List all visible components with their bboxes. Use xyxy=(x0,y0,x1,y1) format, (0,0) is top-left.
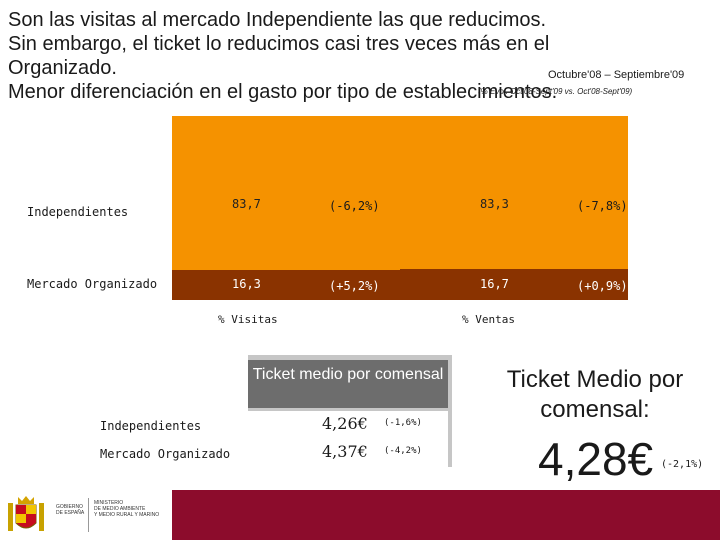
evolution-note: (% Evol. Oct'08-Sept'09 vs. Oct'08-Sept'… xyxy=(478,87,633,96)
period-label: Octubre'08 – Septiembre'09 xyxy=(548,69,685,81)
category-label-visitas: % Visitas xyxy=(218,313,278,326)
bar-ventas-independientes xyxy=(400,116,628,269)
data-label-ventas-independientes: 83,3 xyxy=(480,196,509,211)
summary-title: Ticket Medio por comensal: xyxy=(506,366,684,423)
summary-variation: (-2,1%) xyxy=(661,459,704,470)
variation-label-ventas-organizado: (+0,9%) xyxy=(577,278,628,293)
variation-label-visitas-organizado: (+5,2%) xyxy=(329,279,380,293)
variation-label-visitas-independientes: (-6,2%) xyxy=(329,199,380,213)
gobierno-text: GOBIERNO DE ESPAÑA xyxy=(56,504,85,516)
bar-visitas-independientes xyxy=(172,116,400,270)
ticket-cell-organizado xyxy=(248,439,448,467)
variation-label-ventas-independientes: (-7,8%) xyxy=(577,198,628,213)
bar-ventas-organizado xyxy=(400,269,628,300)
ticket-value-independientes: 4,26€ xyxy=(322,414,368,433)
row-label-organizado: Mercado Organizado xyxy=(27,277,158,291)
data-label-visitas-organizado: 16,3 xyxy=(232,277,261,291)
ticket-variation-independientes: (-1,6%) xyxy=(384,418,422,428)
summary-value: 4,28€ xyxy=(538,433,654,485)
ticket-label-independientes: Independientes xyxy=(100,419,202,433)
data-label-visitas-independientes: 83,7 xyxy=(232,197,261,211)
footer-logo-area: GOBIERNO DE ESPAÑA MINISTERIO DE MEDIO A… xyxy=(0,490,172,540)
category-label-ventas: % Ventas xyxy=(462,313,515,326)
coat-of-arms-icon xyxy=(8,496,44,531)
ticket-header: Ticket medio por comensal xyxy=(248,360,448,408)
headline-line-1: Son las visitas al mercado Independiente… xyxy=(8,9,547,31)
ticket-label-organizado: Mercado Organizado xyxy=(100,447,231,461)
headline-line-2: Sin embargo, el ticket lo reducimos casi… xyxy=(8,33,550,55)
data-label-ventas-organizado: 16,7 xyxy=(480,276,509,291)
ticket-variation-organizado: (-4,2%) xyxy=(384,446,422,456)
headline-line-3: Organizado. xyxy=(8,57,117,79)
headline: Son las visitas al mercado Independiente… xyxy=(8,8,708,104)
row-label-independientes: Independientes xyxy=(27,205,129,219)
headline-line-4: Menor diferenciación en el gasto por tip… xyxy=(8,81,558,103)
footer-divider xyxy=(88,498,89,532)
ticket-cell-independientes xyxy=(248,411,448,439)
ticket-value-organizado: 4,37€ xyxy=(322,442,368,461)
ministerio-text: MINISTERIO DE MEDIO AMBIENTE Y MEDIO RUR… xyxy=(94,500,160,518)
bar-visitas-organizado xyxy=(172,270,400,300)
